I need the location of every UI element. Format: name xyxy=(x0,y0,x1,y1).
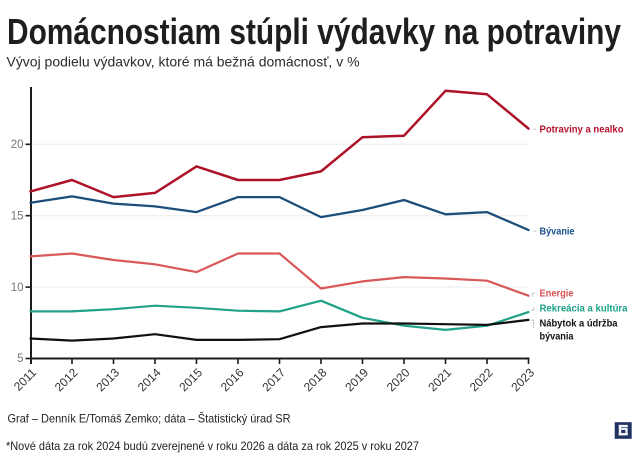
svg-text:15: 15 xyxy=(11,210,24,222)
svg-text:Nábytok a údržba: Nábytok a údržba xyxy=(540,319,618,330)
svg-text:Bývanie: Bývanie xyxy=(540,227,575,238)
svg-text:Graf – Denník E/Tomáš Zemko; d: Graf – Denník E/Tomáš Zemko; dáta – Štat… xyxy=(8,411,291,426)
svg-text:Domácnostiam stúpli výdavky na: Domácnostiam stúpli výdavky na potraviny xyxy=(7,11,621,52)
svg-text:10: 10 xyxy=(11,282,24,294)
svg-text:Potraviny a nealko: Potraviny a nealko xyxy=(540,125,624,136)
svg-text:bývania: bývania xyxy=(540,332,574,343)
svg-text:Rekreácia a kultúra: Rekreácia a kultúra xyxy=(540,304,628,315)
svg-text:5: 5 xyxy=(17,353,23,365)
svg-text:Energie: Energie xyxy=(540,289,574,300)
svg-text:Vývoj podielu výdavkov, ktoré: Vývoj podielu výdavkov, ktoré má bežná d… xyxy=(7,54,360,70)
svg-text:*Nové dáta za rok 2024 budú zv: *Nové dáta za rok 2024 budú zverejnené v… xyxy=(6,439,419,453)
svg-text:20: 20 xyxy=(11,139,24,151)
